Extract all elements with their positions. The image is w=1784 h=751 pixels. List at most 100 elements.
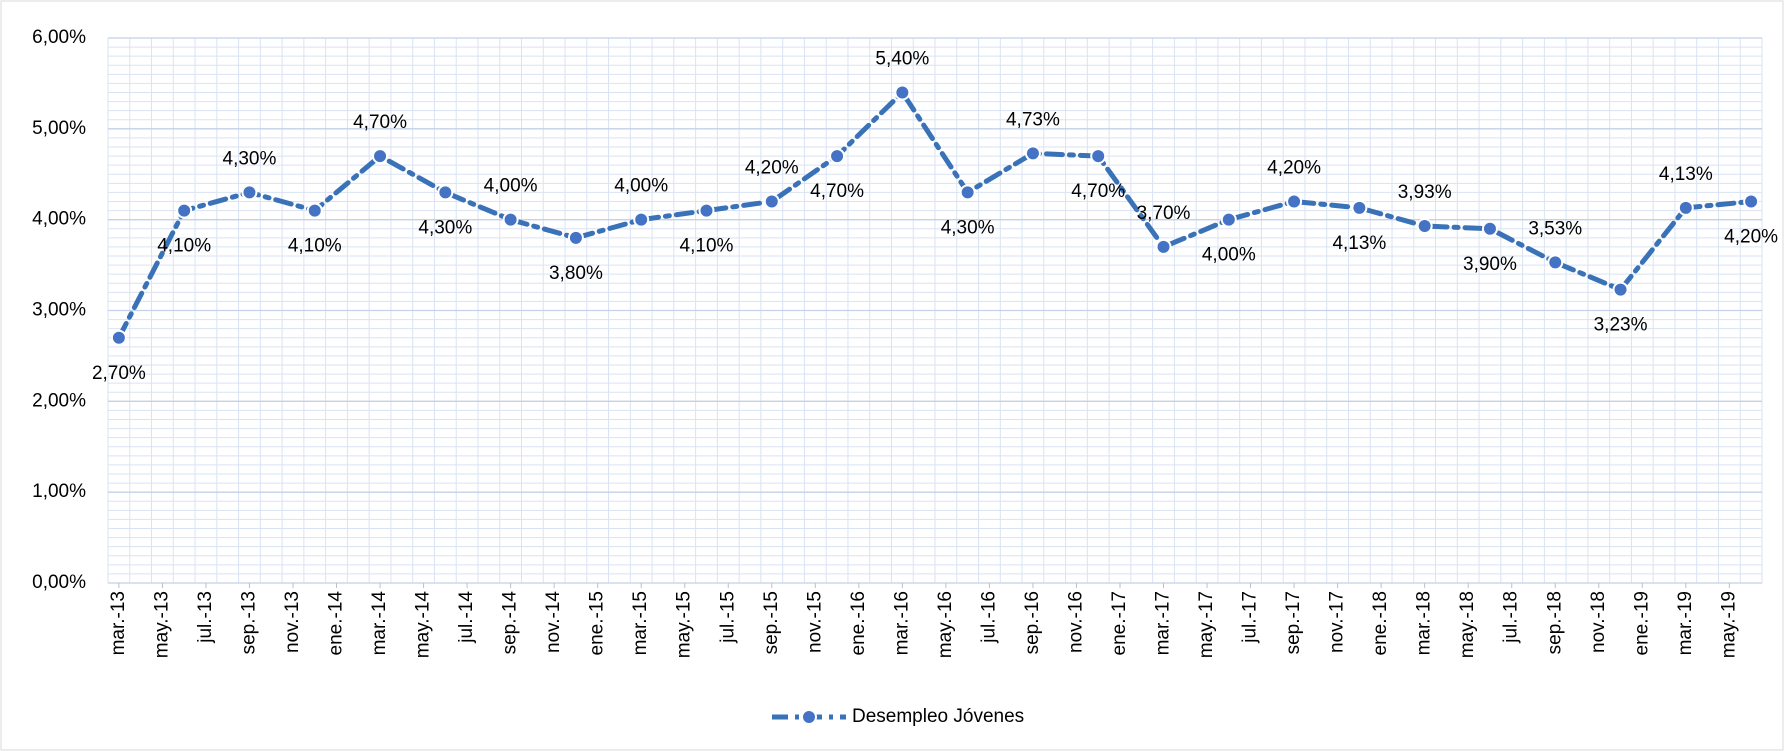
x-tick-label: sep.-17	[1283, 591, 1304, 654]
marker	[1416, 218, 1433, 235]
data-label: 4,20%	[745, 158, 799, 179]
data-label: 4,10%	[680, 236, 734, 257]
x-tick-label: sep.-14	[500, 591, 521, 655]
x-tick-label: nov.-13	[282, 591, 303, 653]
x-tick-label: ene.-17	[1109, 591, 1130, 655]
x-tick-label: nov.-15	[804, 591, 825, 653]
data-label: 4,70%	[1071, 181, 1125, 202]
marker	[1547, 254, 1564, 271]
marker	[763, 193, 780, 210]
data-label: 3,23%	[1594, 315, 1648, 336]
x-tick-label: sep.-13	[238, 591, 259, 654]
marker	[1481, 220, 1498, 237]
y-tick-label: 2,00%	[32, 390, 86, 411]
x-tick-label: ene.-18	[1370, 591, 1391, 655]
data-label: 4,20%	[1267, 158, 1321, 179]
data-label: 4,00%	[614, 176, 668, 197]
y-tick-label: 0,00%	[32, 572, 86, 593]
data-label: 2,70%	[92, 363, 146, 384]
x-tick-label: ene.-14	[326, 591, 347, 656]
data-label: 3,70%	[1137, 203, 1191, 224]
x-tick-label: ene.-19	[1631, 591, 1652, 655]
series-line	[116, 88, 1754, 341]
plot: 2,70% 4,10% 4,30% 4,10% 4,70% 4,30% 4,00% 3,80%…	[92, 49, 1778, 384]
y-tick-label: 3,00%	[32, 300, 86, 321]
x-tick-label: sep.-16	[1022, 591, 1043, 654]
marker	[110, 329, 127, 346]
x-tick-label: mar.-19	[1675, 591, 1696, 655]
data-label: 4,70%	[353, 112, 407, 133]
data-label: 4,30%	[941, 217, 995, 238]
marker	[241, 184, 258, 201]
x-tick-label: mar.-14	[369, 591, 390, 656]
x-tick-label: mar.-16	[891, 591, 912, 655]
data-label: 4,13%	[1332, 233, 1386, 254]
grid	[107, 37, 1763, 588]
x-tick-label: jul.-18	[1501, 591, 1522, 644]
x-tick-label: nov.-17	[1327, 591, 1348, 653]
data-label: 4,73%	[1006, 109, 1060, 130]
marker	[1024, 145, 1041, 162]
marker	[1743, 193, 1760, 210]
marker	[1351, 199, 1368, 216]
data-label: 3,90%	[1463, 254, 1517, 275]
data-label: 4,70%	[810, 181, 864, 202]
marker	[1090, 148, 1107, 165]
legend: Desempleo Jóvenes	[772, 706, 1024, 727]
x-tick-label: jul.-17	[1240, 591, 1261, 644]
data-label: 4,00%	[484, 176, 538, 197]
marker	[698, 202, 715, 219]
data-label: 4,10%	[157, 236, 211, 257]
marker	[894, 84, 911, 101]
data-label: 3,93%	[1398, 182, 1452, 203]
x-tick-label: may.-16	[935, 591, 956, 658]
x-tick-label: may.-18	[1457, 591, 1478, 658]
x-tick-label: mar.-13	[108, 591, 129, 655]
legend-marker	[801, 709, 817, 725]
data-label: 4,20%	[1724, 227, 1778, 248]
data-label: 3,80%	[549, 263, 603, 284]
x-tick-label: jul.-15	[717, 591, 738, 644]
y-tick-label: 1,00%	[32, 481, 86, 502]
data-label: 4,30%	[223, 148, 277, 169]
marker	[372, 148, 389, 165]
data-label: 4,13%	[1659, 164, 1713, 185]
marker	[176, 202, 193, 219]
x-tick-label: may.-14	[413, 591, 434, 659]
y-tick-label: 4,00%	[32, 209, 86, 230]
x-tick-label: nov.-14	[543, 591, 564, 653]
x-tick-label: jul.-16	[978, 591, 999, 644]
x-tick-label: ene.-16	[848, 591, 869, 655]
x-tick-label: nov.-16	[1065, 591, 1086, 653]
y-tick-label: 5,00%	[32, 118, 86, 139]
marker	[1612, 281, 1629, 298]
x-tick-label: may.-13	[151, 591, 172, 658]
legend-label: Desempleo Jóvenes	[852, 706, 1024, 727]
x-tick-label: nov.-18	[1588, 591, 1609, 653]
x-tick-label: mar.-15	[630, 591, 651, 655]
y-tick-label: 6,00%	[32, 27, 86, 48]
marker	[567, 229, 584, 246]
x-tick-label: may.-17	[1196, 591, 1217, 658]
x-tick-label: jul.-13	[195, 591, 216, 644]
data-label: 4,30%	[418, 217, 472, 238]
marker	[502, 211, 519, 228]
marker	[1677, 199, 1694, 216]
x-tick-label: sep.-18	[1544, 591, 1565, 654]
data-label: 5,40%	[875, 49, 929, 70]
x-tick-label: may.-19	[1718, 591, 1739, 658]
marker	[1155, 238, 1172, 255]
marker	[437, 184, 454, 201]
x-tick-label: jul.-14	[456, 591, 477, 644]
marker	[1286, 193, 1303, 210]
marker	[959, 184, 976, 201]
x-tick-label: sep.-15	[761, 591, 782, 654]
x-tick-label: mar.-17	[1153, 591, 1174, 655]
data-label: 4,00%	[1202, 245, 1256, 266]
marker	[633, 211, 650, 228]
x-tick-label: ene.-15	[587, 591, 608, 655]
x-tick-label: may.-15	[674, 591, 695, 658]
marker	[829, 148, 846, 165]
